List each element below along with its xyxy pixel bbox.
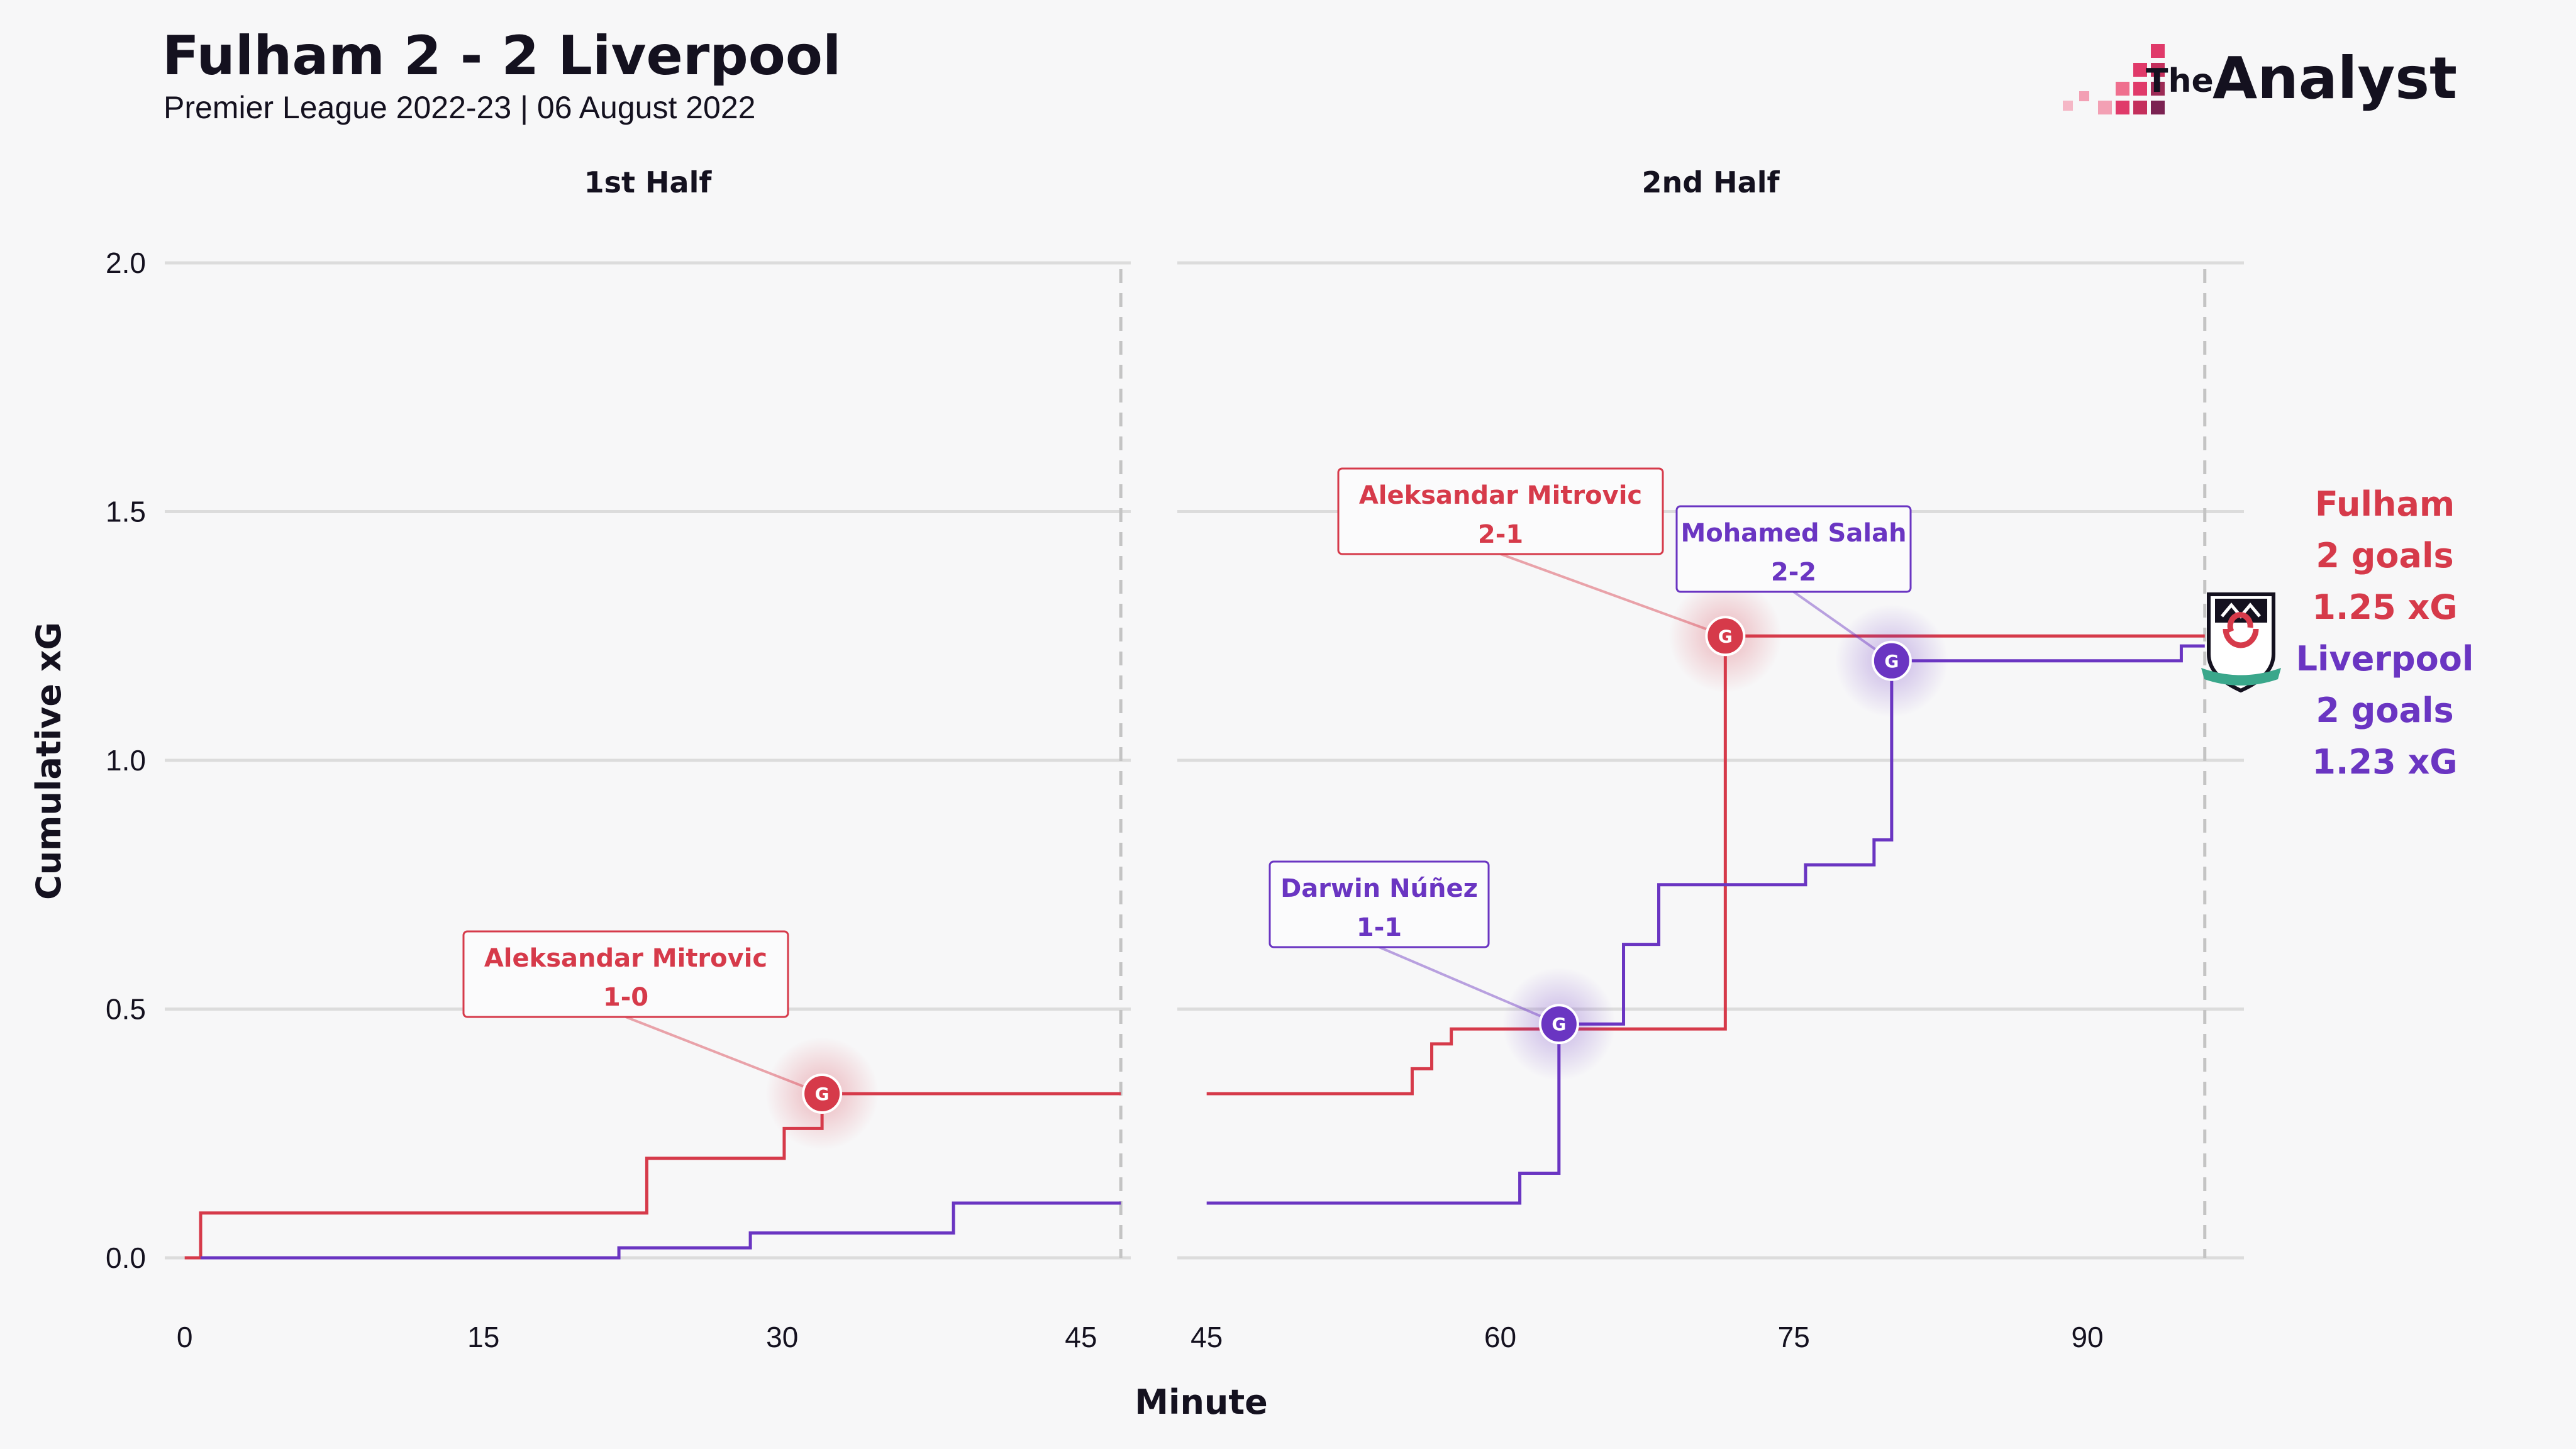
- summary-goals: 2 goals: [2316, 691, 2453, 730]
- panel-title: 2nd Half: [1641, 165, 1780, 199]
- series-line-fulham: [1206, 634, 2205, 1096]
- goal-score-label: 2-2: [1771, 558, 1816, 587]
- goal-annotation-box: [1337, 467, 1664, 555]
- goal-marker-label: G: [1884, 651, 1899, 672]
- goal-marker-label: G: [1718, 626, 1733, 647]
- goal-marker: [1705, 616, 1746, 657]
- analyst-logo-icon: [2063, 44, 2165, 114]
- summary-team: Liverpool: [2296, 639, 2474, 679]
- goal-score-label: 2-1: [1478, 520, 1523, 549]
- summary-legend: Fulham 2 goals 1.25 xG Liverpool 2 goals 1.23…: [2296, 484, 2474, 782]
- the-analyst-logo: The Analyst: [2063, 44, 2457, 114]
- y-axis-label: Cumulative xG: [29, 622, 69, 900]
- y-tick-label: 0.5: [106, 993, 146, 1026]
- goal-marker-label: G: [1552, 1014, 1566, 1035]
- fulham-crest-icon: [2201, 592, 2281, 693]
- series-line-liverpool: [201, 1201, 1121, 1260]
- goal-scorer-label: Mohamed Salah: [1680, 519, 1906, 548]
- panel-2: 2nd Half 45 60 75 90 G Darwin Núñez 1-1 G Aleksan…: [1191, 165, 2207, 1353]
- x-tick-label: 75: [1778, 1321, 1810, 1353]
- summary-goals: 2 goals: [2316, 536, 2453, 575]
- goal-marker: [1871, 640, 1912, 681]
- summary-xg: 1.25 xG: [2312, 587, 2457, 627]
- goal-score-label: 1-0: [603, 983, 648, 1012]
- x-tick-label: 90: [2071, 1321, 2103, 1353]
- panel-title: 1st Half: [584, 165, 713, 199]
- page-subtitle: Premier League 2022-23 | 06 August 2022: [164, 90, 755, 125]
- goal-marker-label: G: [815, 1084, 830, 1104]
- goal-scorer-label: Darwin Núñez: [1280, 874, 1478, 903]
- goal-score-label: 1-1: [1357, 913, 1402, 942]
- goal-scorer-label: Aleksandar Mitrovic: [484, 944, 767, 973]
- goal-annotation-box: [1269, 860, 1490, 948]
- x-tick-label: 45: [1065, 1321, 1097, 1353]
- y-tick-label: 1.5: [106, 496, 146, 528]
- goal-annotation-box: [1675, 505, 1912, 593]
- x-tick-label: 60: [1484, 1321, 1516, 1353]
- x-tick-label: 45: [1191, 1321, 1223, 1353]
- plot-area: 0.0 0.5 1.0 1.5 2.0 1st Half 0 15 30 45 G Aleksanda…: [106, 165, 2244, 1353]
- page-title: Fulham 2 - 2 Liverpool: [162, 25, 841, 87]
- x-tick-label: 15: [467, 1321, 499, 1353]
- y-tick-label: 0.0: [106, 1241, 146, 1274]
- y-tick-label: 2.0: [106, 247, 146, 279]
- goal-scorer-label: Aleksandar Mitrovic: [1359, 481, 1642, 510]
- summary-team: Fulham: [2315, 484, 2455, 524]
- x-tick-label: 30: [766, 1321, 798, 1353]
- brand-name: Analyst: [2212, 45, 2457, 112]
- series-line-fulham: [184, 1092, 1121, 1260]
- goal-marker: [1538, 1004, 1579, 1045]
- goal-annotation-box: [462, 930, 789, 1018]
- x-axis-label: Minute: [1135, 1382, 1268, 1422]
- summary-xg: 1.23 xG: [2312, 742, 2457, 782]
- panel-1: 1st Half 0 15 30 45 G Aleksandar Mitrovic 1-0: [177, 165, 1123, 1353]
- x-tick-label: 0: [177, 1321, 193, 1353]
- goal-marker: [802, 1073, 843, 1114]
- y-tick-label: 1.0: [106, 744, 146, 777]
- brand-prefix: The: [2146, 62, 2214, 100]
